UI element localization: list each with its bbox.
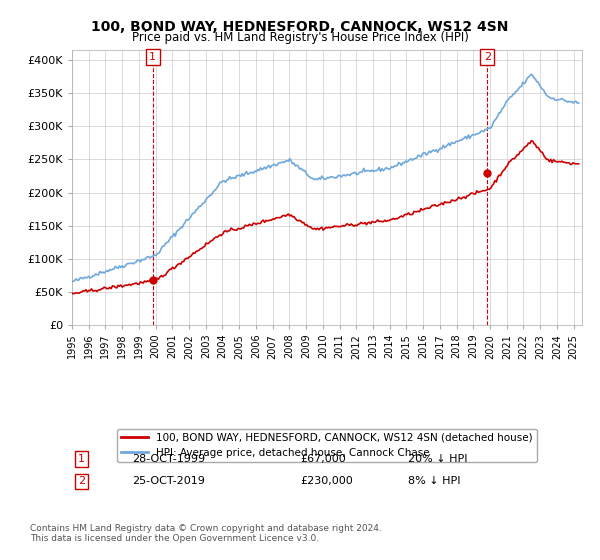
Text: £230,000: £230,000 xyxy=(300,477,353,487)
Text: 1: 1 xyxy=(78,454,85,464)
Text: 100, BOND WAY, HEDNESFORD, CANNOCK, WS12 4SN: 100, BOND WAY, HEDNESFORD, CANNOCK, WS12… xyxy=(91,20,509,34)
Text: 2: 2 xyxy=(484,52,491,62)
Text: 28-OCT-1999: 28-OCT-1999 xyxy=(132,454,205,464)
Text: 2: 2 xyxy=(78,477,85,487)
Legend: 100, BOND WAY, HEDNESFORD, CANNOCK, WS12 4SN (detached house), HPI: Average pric: 100, BOND WAY, HEDNESFORD, CANNOCK, WS12… xyxy=(118,429,536,462)
Text: 25-OCT-2019: 25-OCT-2019 xyxy=(132,477,205,487)
Text: 20% ↓ HPI: 20% ↓ HPI xyxy=(408,454,467,464)
Text: 1: 1 xyxy=(149,52,156,62)
Text: Price paid vs. HM Land Registry's House Price Index (HPI): Price paid vs. HM Land Registry's House … xyxy=(131,31,469,44)
Text: Contains HM Land Registry data © Crown copyright and database right 2024.
This d: Contains HM Land Registry data © Crown c… xyxy=(30,524,382,543)
Text: 8% ↓ HPI: 8% ↓ HPI xyxy=(408,477,461,487)
Text: £67,000: £67,000 xyxy=(300,454,346,464)
